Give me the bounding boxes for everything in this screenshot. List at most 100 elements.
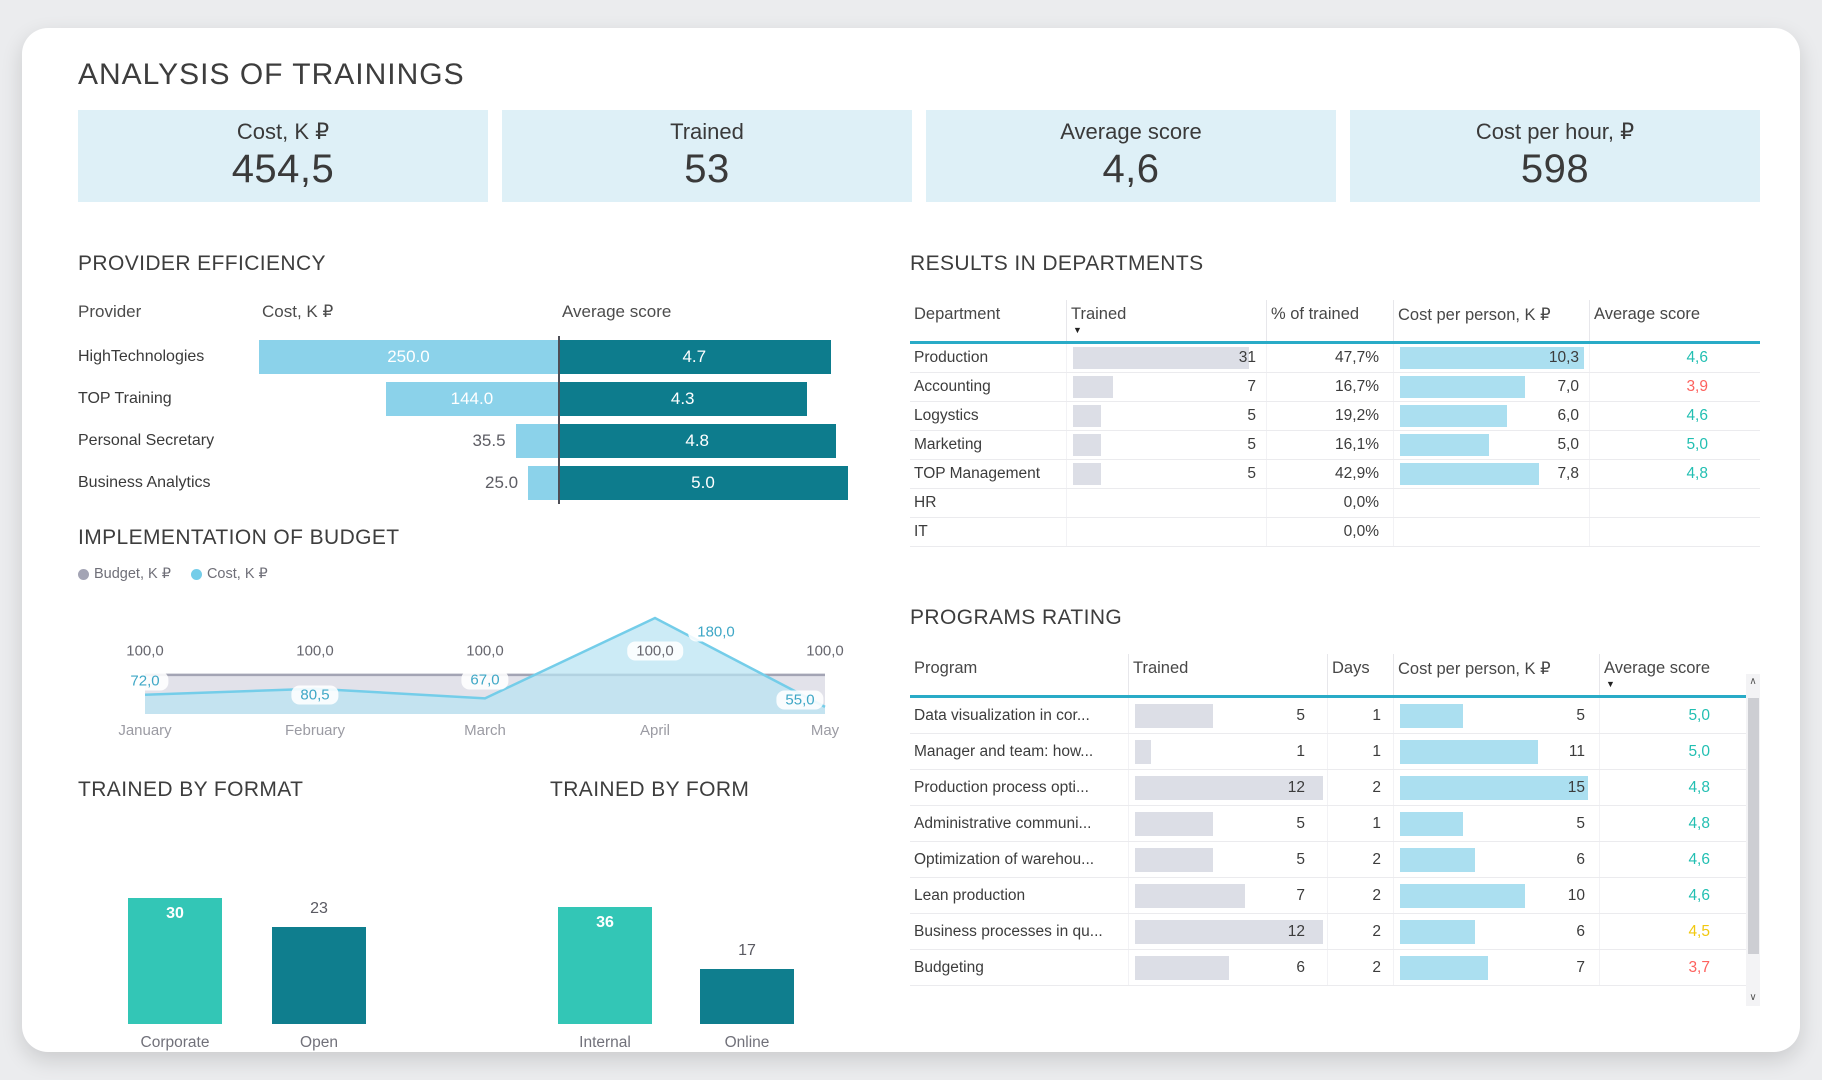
score-value: 5.0 bbox=[691, 473, 715, 492]
data-bar[interactable] bbox=[1400, 376, 1526, 398]
data-bar[interactable] bbox=[1135, 955, 1229, 980]
dashboard-card: ANALYSIS OF TRAININGS Cost, K ₽ 454,5 Trai… bbox=[22, 28, 1800, 1052]
data-bar[interactable] bbox=[1073, 405, 1102, 427]
kpi-label: Trained bbox=[670, 119, 744, 144]
table-cell: 1 bbox=[1328, 734, 1394, 769]
column-bar[interactable]: 23 bbox=[272, 900, 366, 1024]
table-cell: 5,0 bbox=[1600, 698, 1730, 733]
data-bar[interactable] bbox=[1073, 347, 1249, 369]
table-cell: 7 bbox=[1394, 950, 1600, 985]
column-bar[interactable]: 30 bbox=[128, 898, 222, 1024]
col-header-cost[interactable]: Cost, K ₽ bbox=[262, 302, 334, 321]
score-bar[interactable]: 4.8 bbox=[558, 424, 837, 458]
legend-item-budget[interactable]: Budget, K ₽ bbox=[78, 566, 171, 582]
table-header-row: Program Trained Days Cost per person, K ₽ Av… bbox=[910, 654, 1760, 698]
data-bar[interactable] bbox=[1135, 703, 1214, 728]
column-header[interactable]: Trained bbox=[1129, 654, 1328, 695]
cost-series-line[interactable] bbox=[144, 616, 826, 708]
budget-value-label: 100,0 bbox=[806, 642, 844, 660]
data-bar[interactable] bbox=[1400, 955, 1488, 980]
cost-bar[interactable] bbox=[528, 466, 558, 500]
column-header[interactable]: Department bbox=[910, 300, 1067, 341]
data-bar[interactable] bbox=[1400, 347, 1584, 369]
column-header[interactable]: Cost per person, K ₽ bbox=[1394, 300, 1590, 341]
column-header[interactable]: Average score ▼ bbox=[1600, 654, 1730, 695]
column-bar[interactable]: 17 bbox=[700, 942, 794, 1024]
page-title: ANALYSIS OF TRAININGS bbox=[78, 58, 465, 91]
programs-table: Program Trained Days Cost per person, K ₽ Av… bbox=[910, 654, 1760, 986]
days-value: 1 bbox=[1372, 706, 1381, 724]
program-name: Administrative communi... bbox=[914, 814, 1092, 832]
data-bar[interactable] bbox=[1400, 847, 1476, 872]
bar-value: 30 bbox=[166, 905, 184, 922]
col-header-avg-score[interactable]: Average score bbox=[562, 302, 672, 321]
sort-descending-icon: ▼ bbox=[1606, 679, 1615, 689]
table-cell: 5,0 bbox=[1394, 431, 1590, 459]
column-bar[interactable]: 36 bbox=[558, 907, 652, 1024]
data-bar[interactable] bbox=[1400, 405, 1508, 427]
data-bar[interactable] bbox=[1073, 376, 1113, 398]
section-title: IMPLEMENTATION OF BUDGET bbox=[78, 526, 400, 549]
provider-name: TOP Training bbox=[78, 390, 172, 407]
trained-by-format-chart: TRAINED BY FORMAT 30 Corporate 23 Open bbox=[78, 778, 490, 1051]
trained-by-form-chart: TRAINED BY FORM 36 Internal 17 Online bbox=[550, 778, 850, 1051]
table-row: Budgeting 6 2 7 3,7 bbox=[910, 950, 1760, 986]
table-cell: 5 bbox=[1067, 402, 1267, 430]
cell-value: 5 bbox=[1247, 436, 1256, 453]
data-bar[interactable] bbox=[1135, 775, 1323, 800]
score-bar[interactable]: 4.7 bbox=[558, 340, 831, 374]
days-value: 2 bbox=[1372, 778, 1381, 796]
data-bar[interactable] bbox=[1400, 811, 1463, 836]
average-score: 4,8 bbox=[1688, 814, 1710, 832]
cost-value-label: 180,0 bbox=[688, 622, 744, 642]
data-bar[interactable] bbox=[1400, 463, 1540, 485]
column-header[interactable]: Average score bbox=[1590, 300, 1730, 341]
column-header[interactable]: Days bbox=[1328, 654, 1394, 695]
cost-bar[interactable]: 144.0 bbox=[385, 382, 558, 416]
data-bar[interactable] bbox=[1400, 434, 1490, 456]
pct-of-trained: 16,1% bbox=[1335, 436, 1379, 453]
col-header-provider[interactable]: Provider bbox=[78, 302, 142, 321]
days-value: 2 bbox=[1372, 850, 1381, 868]
data-bar[interactable] bbox=[1400, 919, 1476, 944]
data-bar[interactable] bbox=[1135, 811, 1214, 836]
column-header[interactable]: Cost per person, K ₽ bbox=[1394, 654, 1600, 695]
score-bar[interactable]: 4.3 bbox=[558, 382, 808, 416]
column-header[interactable]: Trained ▼ bbox=[1067, 300, 1267, 341]
table-cell: 1 bbox=[1328, 698, 1394, 733]
data-bar[interactable] bbox=[1400, 739, 1538, 764]
average-score: 3,9 bbox=[1686, 378, 1708, 395]
scroll-up-arrow[interactable]: ∧ bbox=[1749, 676, 1757, 687]
cost-value: 250.0 bbox=[387, 347, 430, 366]
data-bar[interactable] bbox=[1400, 883, 1526, 908]
data-bar[interactable] bbox=[1073, 463, 1102, 485]
cost-value: 35.5 bbox=[472, 431, 506, 450]
provider-efficiency-chart: PROVIDER EFFICIENCY Provider Cost, K ₽ A… bbox=[78, 252, 853, 504]
data-bar[interactable] bbox=[1073, 434, 1102, 456]
scrollbar-thumb[interactable] bbox=[1747, 698, 1759, 954]
data-bar[interactable] bbox=[1135, 739, 1151, 764]
legend-item-cost[interactable]: Cost, K ₽ bbox=[190, 566, 268, 582]
data-bar[interactable] bbox=[1400, 703, 1463, 728]
x-axis-label: February bbox=[284, 722, 346, 739]
column-header[interactable]: % of trained bbox=[1267, 300, 1394, 341]
average-score: 4,8 bbox=[1688, 778, 1710, 796]
cell-value: 31 bbox=[1238, 349, 1256, 366]
cost-bar[interactable]: 250.0 bbox=[259, 340, 558, 374]
x-axis-label: March bbox=[464, 722, 506, 739]
table-cell: Logystics bbox=[910, 402, 1067, 430]
average-score: 5,0 bbox=[1688, 742, 1710, 760]
data-bar[interactable] bbox=[1135, 919, 1323, 944]
category-label: Corporate bbox=[140, 1034, 210, 1051]
score-value: 4.8 bbox=[685, 431, 710, 450]
scroll-down-arrow[interactable]: ∨ bbox=[1749, 992, 1757, 1003]
data-bar[interactable] bbox=[1135, 847, 1214, 872]
kpi-card: Cost, K ₽ 454,5 bbox=[78, 110, 488, 202]
cost-bar[interactable] bbox=[515, 424, 558, 458]
data-bar[interactable] bbox=[1400, 775, 1588, 800]
column-header[interactable]: Program bbox=[910, 654, 1129, 695]
data-bar[interactable] bbox=[1135, 883, 1245, 908]
score-bar[interactable]: 5.0 bbox=[558, 466, 848, 500]
table-cell: 4,8 bbox=[1600, 770, 1730, 805]
vertical-scrollbar[interactable]: ∧ ∨ bbox=[1746, 674, 1760, 1006]
